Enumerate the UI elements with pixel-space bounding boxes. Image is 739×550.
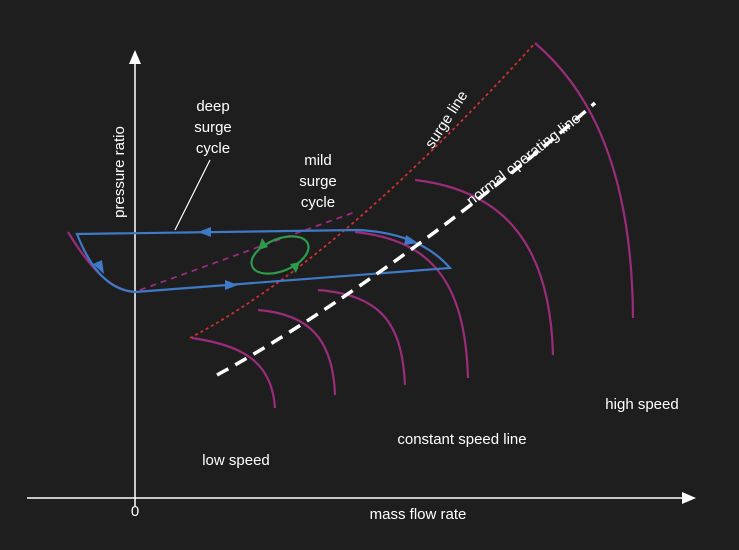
speed-line bbox=[191, 336, 277, 409]
speed-line bbox=[317, 288, 407, 386]
annotation: mild bbox=[304, 152, 332, 169]
annotation: low speed bbox=[202, 452, 270, 469]
cycle-arrow bbox=[290, 262, 300, 273]
y-axis-label: pressure ratio bbox=[111, 126, 128, 218]
mild-surge-cycle bbox=[250, 235, 310, 275]
y-axis-arrow bbox=[129, 50, 141, 64]
annotation: high speed bbox=[605, 396, 678, 413]
cycle-arrow bbox=[93, 260, 104, 274]
cycle-arrow bbox=[198, 227, 211, 237]
deep-surge-cycle bbox=[75, 228, 453, 294]
speed-line bbox=[534, 42, 635, 319]
x-axis-label: mass flow rate bbox=[370, 506, 467, 523]
annotation: surge bbox=[299, 173, 337, 190]
pointer-line bbox=[174, 159, 211, 231]
annotation: constant speed line bbox=[397, 431, 526, 448]
origin-label: 0 bbox=[131, 503, 139, 520]
mild-surge-path bbox=[139, 211, 356, 291]
annotation: surge bbox=[194, 119, 232, 136]
normal-operating-line bbox=[216, 101, 597, 377]
cycle-arrow bbox=[225, 280, 238, 290]
annotation: deep bbox=[196, 98, 229, 115]
cycle-arrow bbox=[404, 235, 418, 245]
annotation: cycle bbox=[196, 140, 230, 157]
speed-line bbox=[354, 230, 470, 379]
surge-line bbox=[189, 42, 536, 339]
speed-line bbox=[414, 178, 555, 356]
speed-line bbox=[257, 308, 337, 396]
x-axis-arrow bbox=[682, 492, 696, 504]
annotation: cycle bbox=[301, 194, 335, 211]
cycle-arrow bbox=[258, 238, 268, 250]
